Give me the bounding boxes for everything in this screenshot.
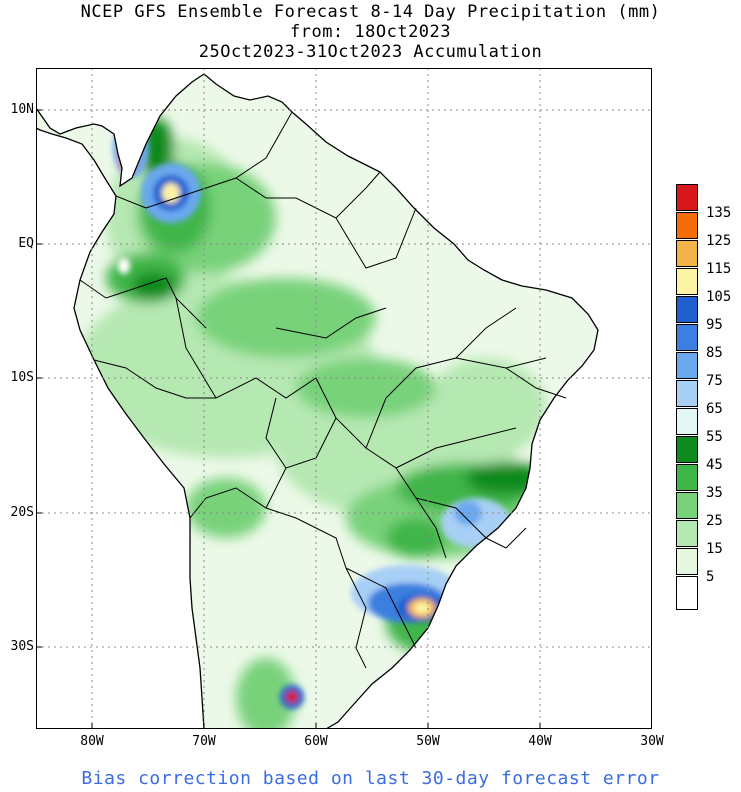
legend-label: 55 [706,429,723,445]
legend-swatch [676,352,698,379]
precip-area [386,518,446,558]
lon-label-40w: 40W [528,734,552,749]
precip-area [236,658,296,729]
legend-swatch [676,576,698,610]
forecast-issue-date: from: 18Oct2023 [289,22,452,42]
lon-label-70w: 70W [192,734,216,749]
precip-area [414,602,430,614]
country-borders [79,111,567,669]
precip-area [196,278,376,358]
legend-swatch [676,492,698,519]
lon-label-50w: 50W [416,734,440,749]
legend-label: 65 [706,401,723,417]
lon-label-30w: 30W [640,734,664,749]
legend-label: 15 [706,541,723,557]
precip-area [186,478,266,538]
legend-swatch [676,436,698,463]
legend-swatch [676,268,698,295]
legend-swatch [676,408,698,435]
precipitation-field [76,118,546,729]
legend-label: 115 [706,261,732,277]
lat-label-30s: 30S [10,639,34,654]
legend-swatch [676,212,698,239]
lat-label-20s: 20S [10,505,34,520]
legend-label: 125 [706,233,732,249]
precip-area [132,272,176,300]
legend-swatch [676,184,698,211]
bias-correction-note: Bias correction based on last 30-day for… [81,768,660,789]
legend-label: 105 [706,289,732,305]
legend-label: 85 [706,345,723,361]
lon-label-60w: 60W [304,734,328,749]
legend-swatch [676,464,698,491]
legend-label: 45 [706,457,723,473]
map-frame [36,68,652,729]
lat-label-10n: 10N [10,102,34,117]
lat-label-10s: 10S [10,370,34,385]
legend-swatch [676,296,698,323]
legend-label: 35 [706,485,723,501]
lon-label-80w: 80W [80,734,104,749]
map-title: NCEP GFS Ensemble Forecast 8-14 Day Prec… [80,2,661,22]
accumulation-period: 25Oct2023-31Oct2023 Accumulation [198,42,543,62]
legend-label: 75 [706,373,723,389]
precip-area [296,358,436,418]
legend-swatch [676,520,698,547]
legend-label: 25 [706,513,723,529]
legend-label: 5 [706,569,715,585]
gridlines [36,68,652,729]
legend-label: 95 [706,317,723,333]
legend-label: 135 [706,205,732,221]
precipitation-map [36,68,652,729]
precip-area [286,691,298,703]
lat-label-eq: EQ [18,236,34,251]
legend-swatch [676,324,698,351]
precip-area [426,358,546,458]
legend-swatch [676,548,698,575]
legend-swatch [676,240,698,267]
precip-area [118,258,130,274]
legend-swatch [676,380,698,407]
